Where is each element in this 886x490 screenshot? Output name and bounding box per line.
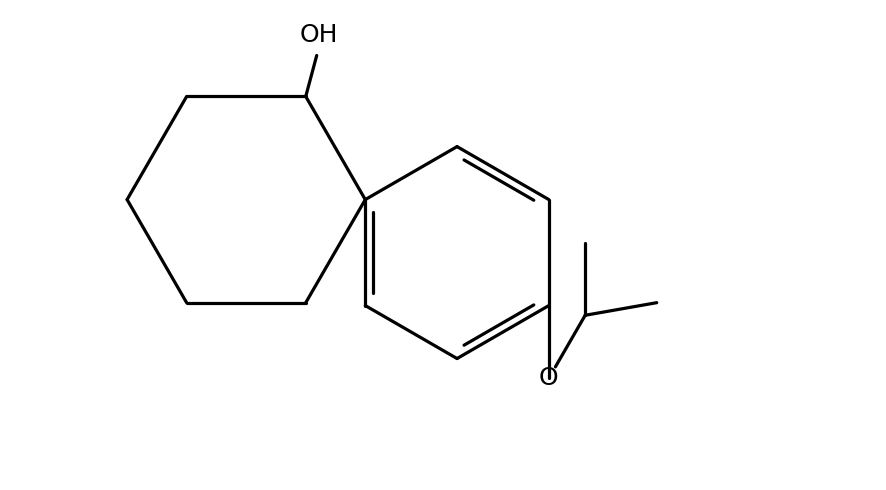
Text: OH: OH (299, 24, 338, 48)
Text: O: O (539, 366, 559, 390)
